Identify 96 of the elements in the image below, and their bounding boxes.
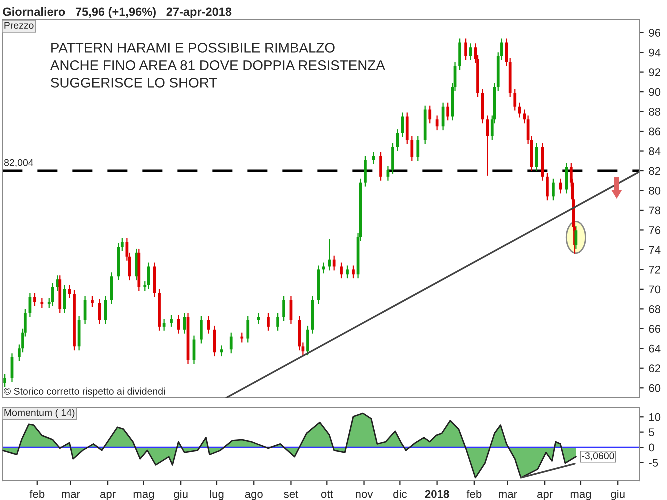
candlestick [34,292,36,307]
candlestick [352,265,355,280]
candlestick [410,136,414,162]
y-tick-label: 78 [649,206,661,215]
y-tick-label: 86 [649,128,661,136]
y-tick-label: 80 [649,187,661,195]
y-tick-label: 64 [649,344,661,353]
candlestick [364,156,367,188]
y-tick-label: 10 [650,413,661,422]
x-tick-label: mar [62,492,80,498]
candlestick [63,284,66,314]
annotation: © Storico corretto rispetto ai dividendi [4,388,165,397]
candlestick [535,142,538,172]
x-tick-label: mag [570,492,592,500]
candlestick [104,296,108,325]
candlestick [328,238,331,272]
chart-title: Momentum ( 14) [4,409,75,418]
ref-line-label: 82,004 [4,159,34,168]
candlestick [380,152,382,182]
candlestick [565,162,568,194]
candlestick [446,102,450,122]
candlestick [340,262,343,280]
candlestick [183,312,186,334]
candlestick [230,332,233,354]
y-tick-label: 74 [649,246,661,254]
y-tick-label: 70 [649,286,661,294]
candlestick [546,172,549,202]
candlestick [110,272,114,305]
x-tick-label: dic [394,490,407,498]
candlestick [207,316,210,334]
candlestick [372,152,376,165]
y-tick-label: -5 [649,459,658,467]
annotation: Prezzo [4,22,34,30]
candlestick [401,112,404,138]
candlestick [282,296,286,322]
candlestick [177,314,180,334]
y-tick-label: 0 [649,444,654,452]
candlestick [518,102,522,118]
y-tick-label: 76 [649,226,661,234]
y-tick-label: 62 [649,364,660,373]
x-tick-label: giu [611,490,625,500]
candlestick [514,88,517,112]
y-tick-label: 84 [649,148,661,156]
x-tick-label: nov [356,492,374,498]
candlestick [416,136,420,162]
x-tick-label: apr [538,492,553,500]
candlestick [559,178,562,194]
y-tick-label: 96 [649,29,661,37]
y-tick-label: 94 [649,48,661,57]
y-tick-label: 82 [649,167,660,176]
candlestick [464,38,468,62]
candlestick [428,105,432,124]
candlestick [469,43,472,62]
candlestick [276,312,280,332]
candlestick [332,255,336,272]
x-tick-label: lug [210,490,224,500]
candlestick [406,112,409,145]
x-tick-label: giu [174,490,188,500]
candlestick [267,312,270,332]
candlestick [200,316,203,344]
candlestick [52,282,54,307]
annotation: -3,0600 [582,452,614,461]
x-tick-label: ott [321,490,334,498]
candlestick [170,314,173,328]
annotation: PATTERN HARAMI E POSSIBILE RIMBALZO ANCHE FINO AREA 81 DOVE DOPPIA RESISTENZA SUGGERISCE LO SHORT [50,43,386,88]
y-tick-label: 60 [649,384,661,392]
candlestick [392,142,394,175]
candlestick [458,38,462,71]
x-tick-label: mag [134,492,154,500]
candlestick [306,325,310,356]
chart-title: Giornaliero 75,96 (+1,96%) 27-apr-2018 [3,8,232,19]
x-tick-label: mar [499,492,518,498]
y-tick-label: 66 [649,325,661,334]
x-tick-label: ago [245,492,263,500]
x-tick-label: feb [466,490,482,498]
candlestick [4,374,6,388]
x-tick-label: 2018 [425,490,450,498]
candlestick [240,332,244,344]
y-tick-label: 72 [649,266,660,274]
x-tick-label: set [284,490,299,498]
y-tick-label: 5 [649,428,654,436]
candlestick [98,298,102,325]
y-tick-label: 90 [649,88,661,96]
y-tick-label: 92 [649,68,660,76]
candlestick [213,325,216,358]
candlestick [257,312,260,325]
candlestick [91,296,94,308]
candlestick [246,316,250,344]
y-tick-label: 88 [649,108,661,116]
candlestick [322,262,325,274]
x-tick-label: apr [100,492,116,500]
candlestick [552,178,555,202]
candlestick [346,265,349,280]
x-tick-label: feb [30,490,45,498]
y-tick-label: 68 [649,305,661,314]
candlestick [486,115,490,176]
